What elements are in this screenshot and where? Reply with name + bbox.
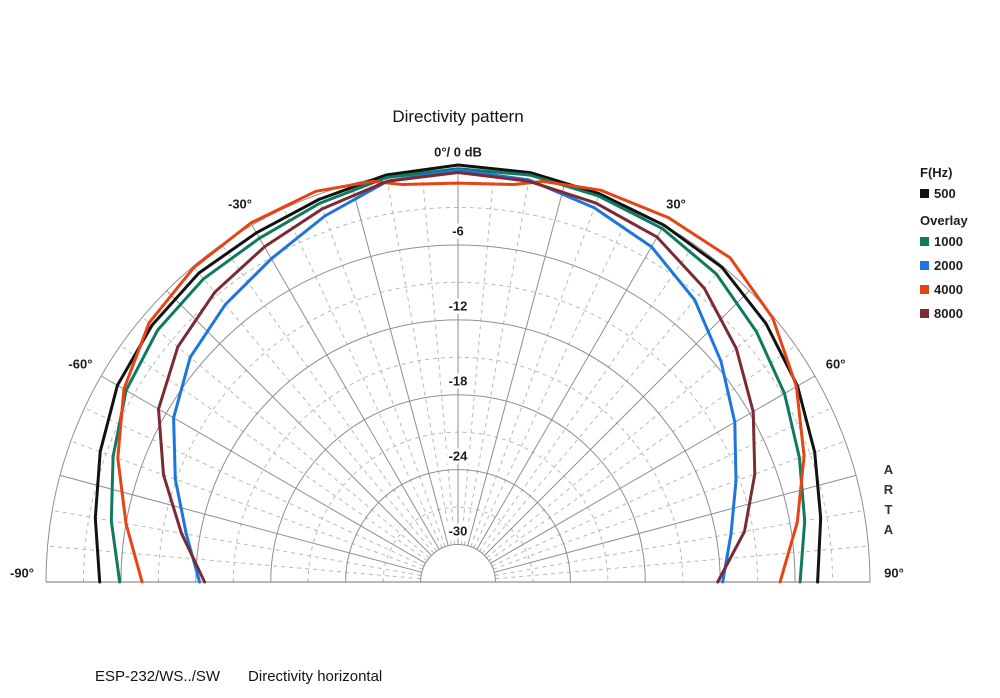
curve-8000hz	[157, 171, 757, 584]
legend-swatch-icon	[920, 189, 929, 198]
minor-angle-gridline	[52, 509, 422, 576]
minor-angle-gridline	[221, 244, 437, 552]
legend-label: 500	[934, 186, 956, 201]
angle-label-60: 60°	[825, 356, 846, 372]
db-label--30: -30	[446, 523, 470, 539]
angle-label--60: -60°	[68, 356, 93, 372]
major-db-gridcircle	[420, 544, 496, 583]
minor-angle-gridline	[481, 266, 724, 554]
angle-label--30: -30°	[228, 196, 252, 212]
major-db-gridcircle	[270, 394, 646, 583]
legend-swatch-icon	[920, 261, 929, 270]
curve-4000hz	[116, 179, 806, 584]
major-angle-gridline	[484, 290, 750, 556]
legend-item-8000: 8000	[920, 306, 968, 321]
legend: F(Hz) 500 Overlay 1000 2000 4000 8000	[920, 165, 968, 333]
major-angle-gridline	[494, 474, 857, 573]
minor-angle-gridline	[283, 208, 443, 549]
legend-label: 4000	[934, 282, 963, 297]
legend-swatch-icon	[920, 285, 929, 294]
major-angle-gridline	[476, 224, 665, 550]
legend-item-500: 500	[920, 186, 968, 201]
minor-angle-gridline	[486, 316, 774, 559]
legend-item-2000: 2000	[920, 258, 968, 273]
legend-group: Overlay 1000 2000 4000 8000	[920, 213, 968, 321]
major-angle-gridline	[100, 375, 426, 564]
minor-db-gridcircle	[82, 207, 834, 583]
legend-item-1000: 1000	[920, 234, 968, 249]
legend-swatch-icon	[920, 309, 929, 318]
db-label--6: -6	[450, 223, 466, 239]
legend-group: F(Hz) 500	[920, 165, 968, 201]
minor-db-gridcircle	[157, 281, 759, 583]
legend-label: 8000	[934, 306, 963, 321]
major-angle-gridline	[467, 183, 566, 546]
legend-header: Overlay	[920, 213, 968, 228]
angle-label-90: 90°	[884, 565, 904, 581]
minor-angle-gridline	[460, 171, 495, 545]
footer-caption: ESP-232/WS../SW Directivity horizontal	[95, 668, 382, 685]
legend-header: F(Hz)	[920, 165, 953, 180]
arta-watermark: ARTA	[881, 462, 896, 542]
curve-2000hz	[172, 168, 738, 584]
minor-angle-gridline	[495, 545, 869, 580]
major-angle-gridline	[251, 224, 440, 550]
major-angle-gridline	[490, 375, 816, 564]
minor-angle-gridline	[470, 194, 600, 547]
minor-angle-gridline	[491, 407, 832, 567]
apex-angle-db-label: 0°/ 0 dB	[434, 144, 482, 160]
minor-angle-gridline	[421, 171, 456, 545]
angle-label--90: -90°	[10, 565, 34, 581]
legend-item-4000: 4000	[920, 282, 968, 297]
db-label--18: -18	[446, 373, 470, 389]
minor-db-gridcircle	[382, 506, 534, 583]
db-label--12: -12	[446, 298, 470, 314]
minor-angle-gridline	[192, 266, 435, 554]
legend-swatch-icon	[920, 237, 929, 246]
speaker-model-label: ESP-232/WS../SW	[95, 668, 221, 685]
angle-label-30: 30°	[666, 196, 686, 212]
major-db-gridcircle	[195, 319, 721, 583]
legend-label: 2000	[934, 258, 963, 273]
major-angle-gridline	[350, 183, 449, 546]
major-angle-gridline	[59, 474, 422, 573]
major-db-gridcircle	[345, 469, 571, 583]
major-angle-gridline	[166, 290, 432, 556]
measurement-type-label: Directivity horizontal	[248, 668, 383, 685]
chart-title: Directivity pattern	[392, 107, 524, 126]
legend-label: 1000	[934, 234, 963, 249]
db-label--24: -24	[446, 448, 470, 464]
minor-angle-gridline	[142, 316, 430, 559]
minor-angle-gridline	[70, 440, 423, 570]
